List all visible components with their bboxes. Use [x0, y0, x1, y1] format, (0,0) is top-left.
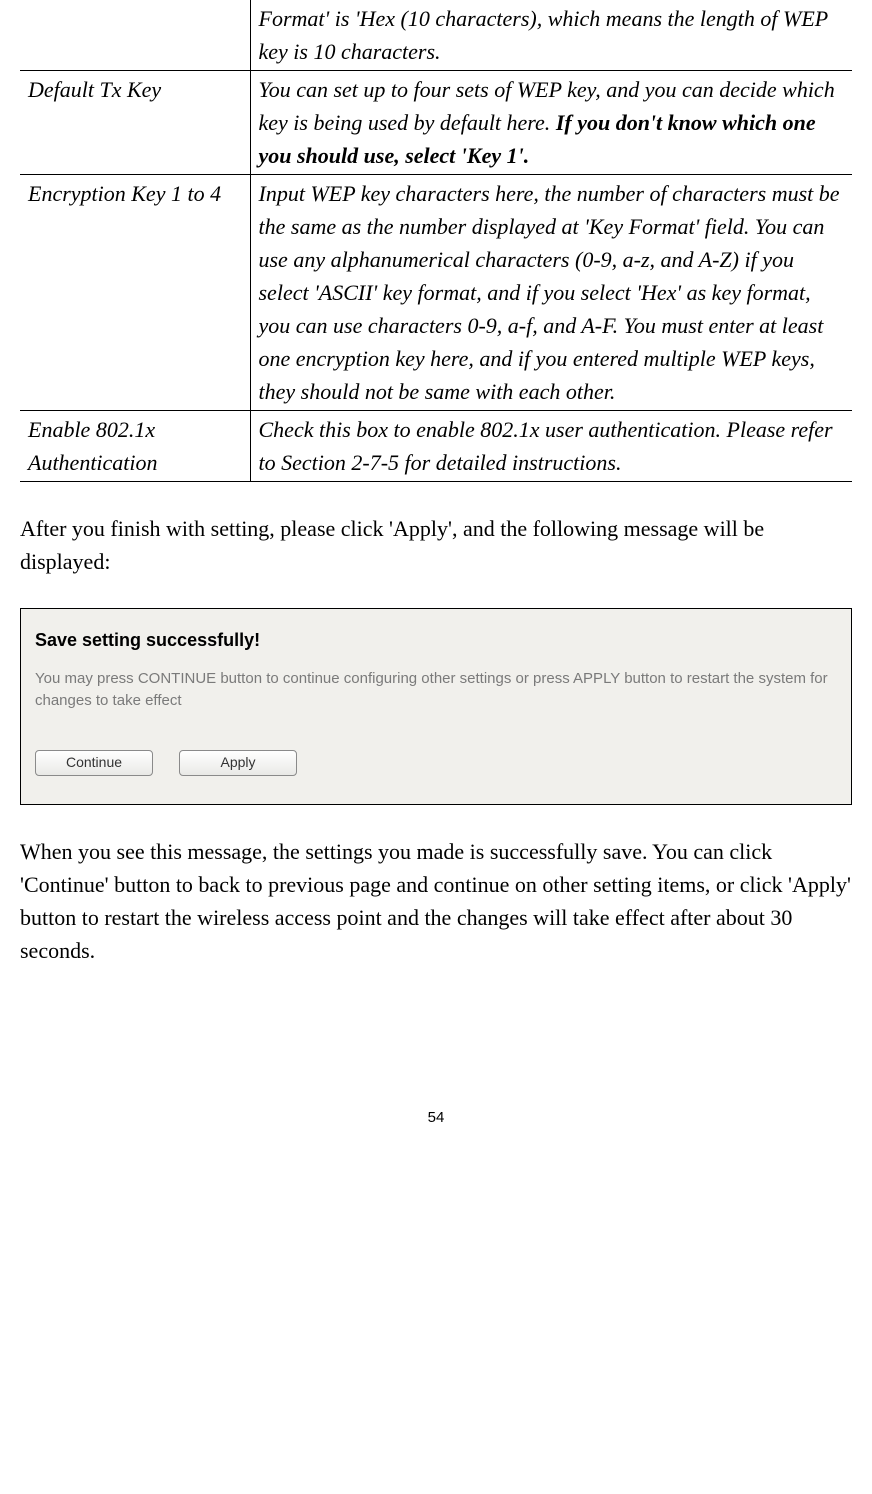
- cell-encryption-key-label: Encryption Key 1 to 4: [20, 175, 250, 411]
- save-setting-screenshot: Save setting successfully! You may press…: [20, 608, 852, 805]
- settings-table: Format' is 'Hex (10 characters), which m…: [20, 0, 852, 482]
- cell-enable-8021x-label: Enable 802.1x Authentication: [20, 411, 250, 482]
- page-number: 54: [20, 1107, 852, 1130]
- cell-encryption-key-desc: Input WEP key characters here, the numbe…: [250, 175, 852, 411]
- save-setting-text: You may press CONTINUE button to continu…: [35, 668, 837, 712]
- apply-button[interactable]: Apply: [179, 750, 297, 776]
- paragraph-instruction-1: After you finish with setting, please cl…: [20, 512, 852, 578]
- cell-default-tx-key-desc: You can set up to four sets of WEP key, …: [250, 71, 852, 175]
- paragraph-instruction-2: When you see this message, the settings …: [20, 835, 852, 967]
- cell-default-tx-key-label: Default Tx Key: [20, 71, 250, 175]
- continue-button[interactable]: Continue: [35, 750, 153, 776]
- cell-format-desc: Format' is 'Hex (10 characters), which m…: [250, 0, 852, 71]
- cell-enable-8021x-desc: Check this box to enable 802.1x user aut…: [250, 411, 852, 482]
- save-setting-title: Save setting successfully!: [35, 627, 837, 654]
- cell-format-label: [20, 0, 250, 71]
- button-row: Continue Apply: [35, 750, 837, 776]
